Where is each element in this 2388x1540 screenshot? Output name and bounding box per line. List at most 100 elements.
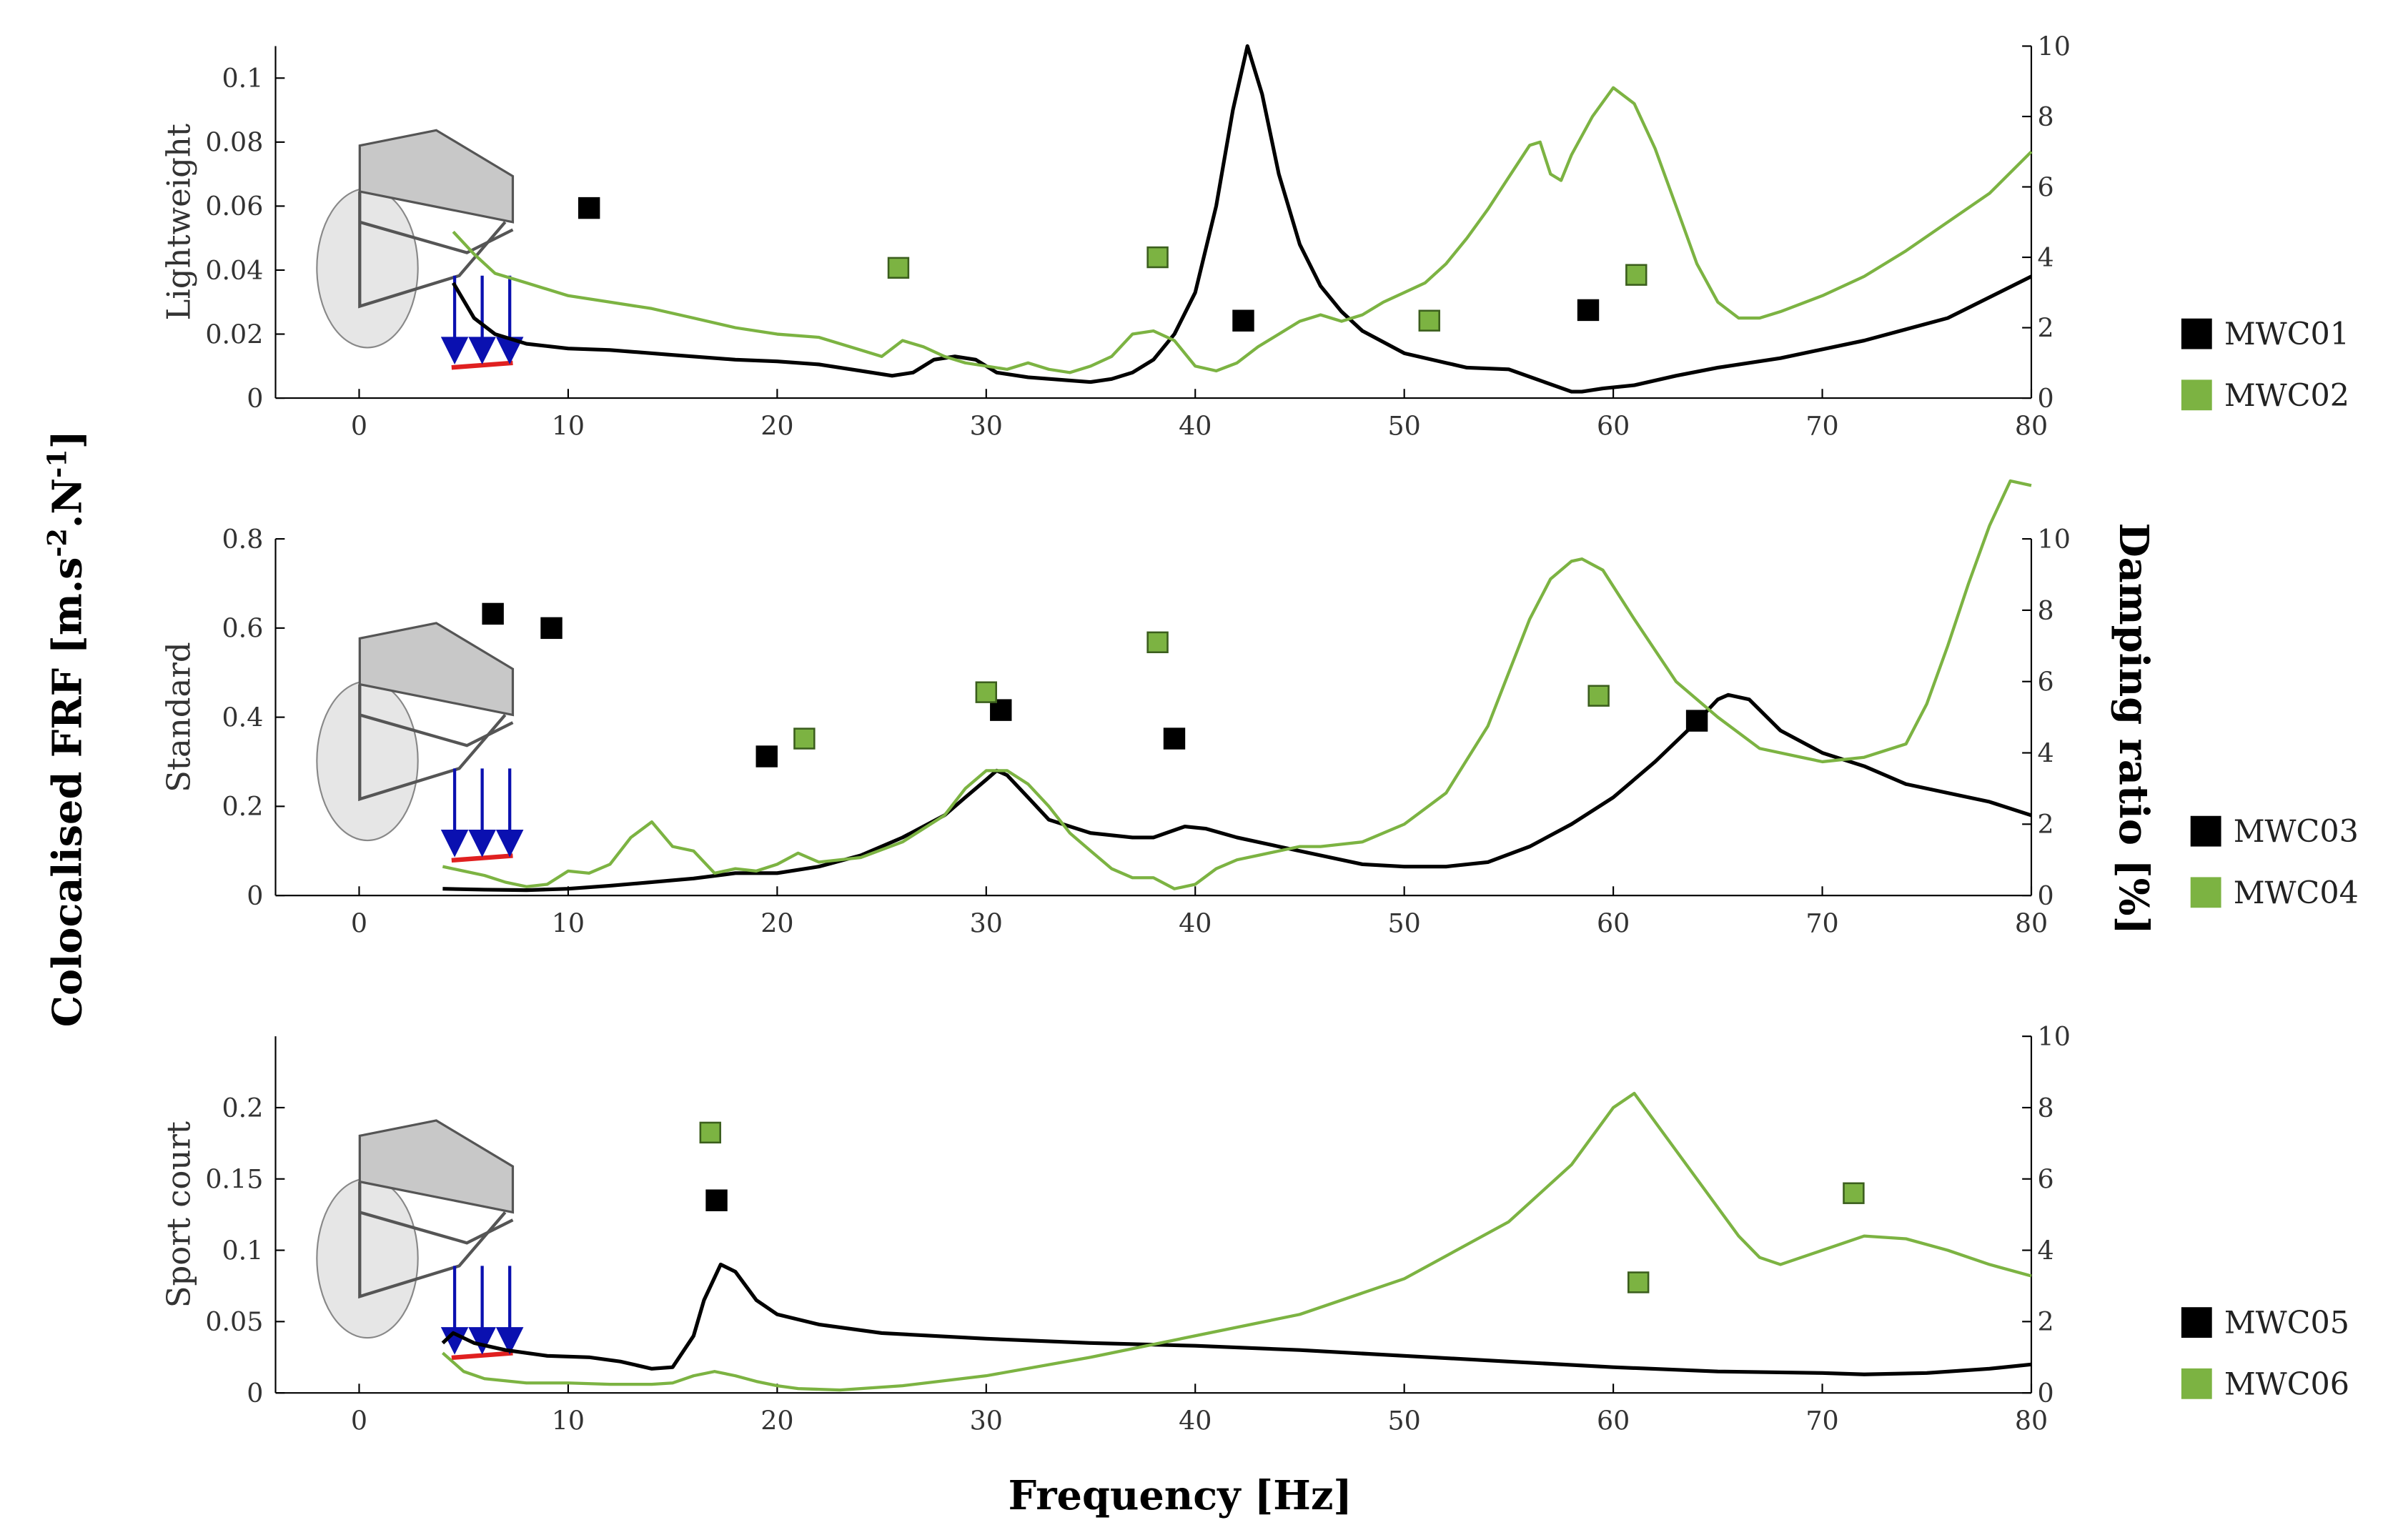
y-tick-label: 0.15 — [205, 1164, 263, 1195]
y2-tick-label: 8 — [2038, 1093, 2054, 1123]
legend-swatch-mwc01 — [2181, 318, 2212, 349]
legend-swatch-mwc06 — [2181, 1368, 2212, 1399]
legend-label-mwc01: MWC01 — [2224, 317, 2349, 352]
x-tick-label: 0 — [351, 1406, 367, 1436]
frame-shape — [358, 191, 507, 309]
frf-line-mwc04 — [442, 479, 2032, 890]
x-tick-label: 80 — [2015, 1406, 2048, 1436]
x-tick-label: 60 — [1597, 1406, 1630, 1436]
x-tick-label: 30 — [970, 908, 1003, 939]
frame-shape — [358, 1181, 507, 1299]
x-tick-label: 40 — [1179, 410, 1212, 441]
x-tick-label: 70 — [1805, 410, 1838, 441]
damping-marker-mwc03 — [482, 602, 504, 625]
damping-marker-mwc03 — [755, 745, 778, 767]
arrow-base-shape — [451, 360, 513, 370]
legend: MWC03 MWC04 — [2190, 814, 2359, 911]
y-axis-title: Colocalised FRF [m.s-2.N-1] — [41, 430, 91, 1027]
damping-marker-mwc01 — [578, 197, 600, 219]
damping-marker-mwc02 — [887, 257, 910, 279]
y2-tick-label: 0 — [2038, 880, 2054, 911]
x-tick-label: 0 — [351, 410, 367, 441]
damping-marker-mwc04 — [1146, 631, 1169, 654]
y-tick-label: 0.1 — [222, 63, 263, 94]
x-tick-label: 20 — [761, 410, 793, 441]
damping-marker-mwc03 — [1685, 710, 1708, 732]
x-tick-label: 70 — [1805, 1406, 1838, 1436]
damping-marker-mwc04 — [975, 681, 998, 703]
x-tick-label: 40 — [1179, 908, 1212, 939]
x-tick-label: 30 — [970, 1406, 1003, 1436]
damping-marker-mwc02 — [1625, 264, 1648, 286]
frf-line-mwc06 — [441, 1091, 2032, 1392]
damping-marker-mwc06 — [699, 1121, 721, 1144]
panel-ylabel: Lightweight — [160, 124, 198, 320]
legend-label-mwc05: MWC05 — [2224, 1306, 2349, 1341]
arrow-head-shape — [440, 337, 469, 364]
y2-tick-label: 8 — [2038, 595, 2054, 626]
y2-tick-label: 0 — [2038, 383, 2054, 414]
frf-line-mwc05 — [441, 1262, 2032, 1376]
panel-ylabel: Standard — [160, 642, 198, 793]
arrow-head-shape — [468, 337, 496, 364]
x-tick-label: 50 — [1388, 1406, 1421, 1436]
y-tick-label: 0.4 — [222, 702, 263, 732]
legend-label-mwc03: MWC03 — [2234, 814, 2359, 850]
wheel-shape — [316, 1178, 419, 1339]
y-tick-label: 0.08 — [205, 127, 263, 158]
legend-label-mwc06: MWC06 — [2224, 1366, 2349, 1402]
legend-label-mwc02: MWC02 — [2224, 378, 2349, 414]
wheelchair-illustration — [316, 129, 524, 370]
y-tick-label: 0.6 — [222, 613, 263, 644]
x-tick-label: 60 — [1597, 908, 1630, 939]
x-tick-label: 50 — [1388, 908, 1421, 939]
panel-lightweight: 0 10 20 30 40 50 60 70 8000.020.040.060.080.1024… — [160, 31, 2349, 441]
damping-marker-mwc03 — [540, 617, 563, 640]
frf-line-mwc01 — [451, 44, 2033, 394]
x-tick-label: 80 — [2015, 908, 2048, 939]
y-tick-label: 0 — [247, 880, 263, 911]
y-tick-label: 0.2 — [222, 1093, 263, 1123]
y-tick-label: 0.05 — [205, 1306, 263, 1337]
wheel-shape — [316, 187, 419, 349]
y-tick-label: 0 — [247, 1378, 263, 1409]
y2-tick-label: 10 — [2038, 524, 2071, 555]
x-tick-label: 80 — [2015, 410, 2048, 441]
arrow-base-shape — [451, 1351, 513, 1361]
damping-marker-mwc02 — [1418, 309, 1440, 332]
arrow-base-shape — [451, 853, 513, 863]
y-tick-label: 0.1 — [222, 1235, 263, 1266]
legend-label-mwc04: MWC04 — [2234, 875, 2359, 911]
x-tick-label: 50 — [1388, 410, 1421, 441]
y2-tick-label: 6 — [2038, 667, 2054, 697]
panel-standard: 0 10 20 30 40 50 60 70 8000.20.40.60.80246810Sta… — [160, 479, 2359, 939]
damping-marker-mwc06 — [1627, 1271, 1650, 1293]
legend-swatch-mwc02 — [2181, 379, 2212, 411]
y2-tick-label: 6 — [2038, 1164, 2054, 1195]
wheel-shape — [316, 680, 419, 842]
legend: MWC01 MWC02 — [2181, 317, 2349, 414]
arrow-head-shape — [468, 830, 496, 858]
y-tick-label: 0.8 — [222, 524, 263, 555]
y-tick-label: 0.2 — [222, 791, 263, 822]
damping-marker-mwc01 — [1232, 309, 1254, 332]
damping-marker-mwc04 — [1587, 685, 1610, 707]
y2-tick-label: 0 — [2038, 1378, 2054, 1409]
legend-swatch-mwc03 — [2190, 815, 2221, 847]
damping-marker-mwc03 — [1163, 727, 1186, 750]
y-tick-label: 0.06 — [205, 191, 263, 222]
x-tick-label: 60 — [1597, 410, 1630, 441]
y-tick-label: 0.04 — [205, 255, 263, 286]
arrow-head-shape — [440, 1327, 469, 1355]
arrow-head-shape — [495, 830, 524, 858]
x-tick-label: 30 — [970, 410, 1003, 441]
x-axis-title: Frequency [Hz] — [1009, 1473, 1352, 1519]
legend: MWC05 MWC06 — [2181, 1306, 2349, 1402]
wheelchair-illustration — [316, 622, 524, 863]
y2-tick-label: 10 — [2038, 1021, 2071, 1052]
legend-swatch-mwc05 — [2181, 1307, 2212, 1338]
arrow-head-shape — [495, 337, 524, 364]
y-tick-label: 0 — [247, 383, 263, 414]
y2-tick-label: 4 — [2038, 242, 2054, 273]
frf-line-mwc03 — [442, 692, 2032, 893]
